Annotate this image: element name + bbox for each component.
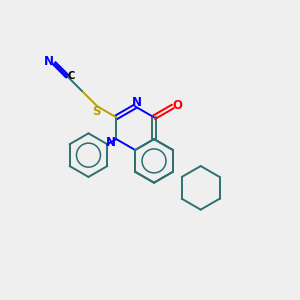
Text: N: N [132,96,142,109]
Text: O: O [173,99,183,112]
Text: N: N [106,136,116,148]
Text: C: C [68,71,75,81]
Text: N: N [44,55,54,68]
Text: S: S [92,105,100,118]
